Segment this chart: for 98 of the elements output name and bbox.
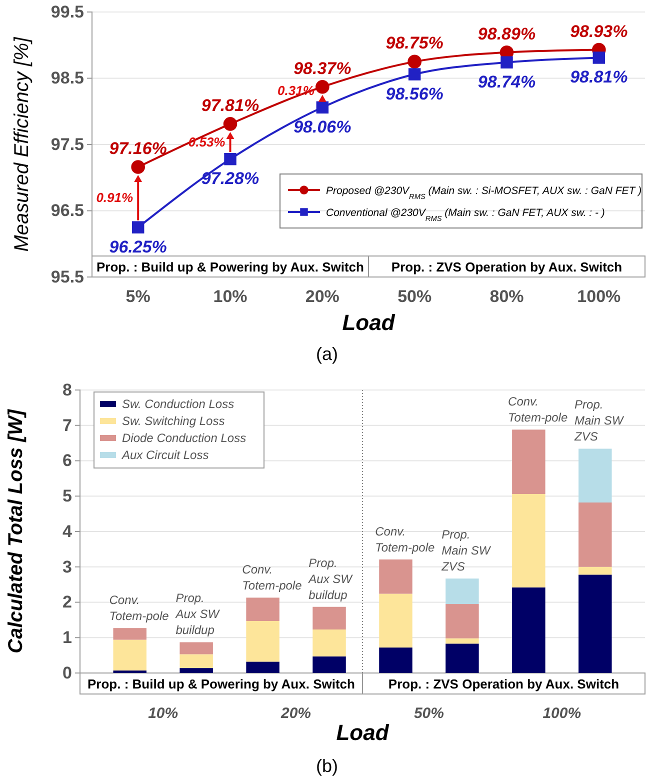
- bar: [578, 574, 612, 673]
- point: [592, 52, 606, 64]
- y-tick-label: 7: [62, 416, 72, 435]
- text: Prop. : Build up & Powering by Aux. Switch: [88, 676, 356, 692]
- bar: [446, 644, 479, 673]
- text: 50%: [414, 705, 444, 722]
- annotation: Conv. Totem-pole: [242, 562, 302, 593]
- point: [132, 221, 144, 234]
- data-label: 97.16%: [109, 139, 167, 158]
- data-label: 97.81%: [201, 96, 260, 115]
- legend-label: Sw. Switching Loss: [122, 414, 225, 428]
- bar: [379, 648, 412, 673]
- bar: [246, 621, 280, 662]
- point: [131, 160, 145, 174]
- y-axis-title: Calculated Total Loss [W]: [5, 408, 27, 654]
- text: 10%: [148, 705, 178, 722]
- annotation: Prop. Aux SW buildup: [308, 556, 354, 602]
- bar: [446, 578, 479, 604]
- x-tick-label: 5%: [126, 287, 150, 306]
- text: (a): [316, 344, 338, 364]
- legend-label: Aux Circuit Loss: [121, 448, 209, 462]
- bar: [446, 638, 479, 644]
- x-tick-label: 20%: [305, 287, 340, 306]
- legend-label: Diode Conduction Loss: [122, 431, 246, 445]
- annotation: 0.91%: [96, 190, 134, 206]
- data-label: 96.25%: [109, 237, 167, 256]
- legend-label: Proposed @230V$_{RMS}$ (Main sw. : Si-MOSFET, AUX sw. : GaN FET ): [326, 185, 642, 200]
- x-tick-label: 10%: [213, 287, 248, 306]
- y-tick-label: 4: [62, 522, 73, 541]
- bar: [512, 494, 546, 588]
- bar: [379, 594, 412, 648]
- bar: [379, 559, 412, 594]
- y-tick-label: 0: [62, 663, 72, 682]
- x-axis-title: Load: [342, 310, 396, 335]
- text: 20%: [280, 705, 312, 722]
- bar: [246, 662, 280, 673]
- bar: [446, 604, 479, 638]
- bar: [312, 606, 346, 630]
- x-tick-label: 80%: [490, 287, 524, 306]
- annotation: Conv. Totem-pole: [508, 394, 568, 425]
- point: [223, 117, 238, 131]
- bar: [578, 502, 612, 567]
- legend-label: Conventional @230V$_{RMS}$ (Main sw. : GaN FET, AUX sw. : - ): [326, 207, 605, 222]
- y-tick-label: 5: [62, 486, 72, 506]
- annotation: Prop. Aux SW buildup: [174, 591, 221, 638]
- bar: [512, 587, 546, 673]
- point: [408, 68, 421, 80]
- bar: [180, 668, 213, 673]
- data-label: 98.06%: [294, 117, 352, 136]
- x-axis-title: Load: [336, 720, 390, 745]
- bar: [180, 642, 213, 654]
- y-tick-label: 1: [62, 628, 72, 648]
- data-label: 98.81%: [570, 68, 628, 87]
- bar: [312, 629, 346, 656]
- y-tick-label: 2: [62, 592, 72, 612]
- y-tick-label: 97.5: [50, 134, 84, 154]
- x-tick-label: 50%: [398, 287, 432, 306]
- text: Prop. : ZVS Operation by Aux. Switch: [388, 676, 620, 692]
- y-tick-label: 96.5: [50, 201, 84, 220]
- bar: [312, 656, 346, 673]
- y-axis-title: Measured Efficiency [%]: [11, 36, 33, 252]
- annotation: Conv. Totem-pole: [109, 593, 170, 624]
- annotation: 0.31%: [278, 83, 315, 98]
- point: [224, 152, 236, 166]
- annotation: Conv. Totem-pole: [375, 524, 436, 554]
- bar: [578, 566, 612, 575]
- y-tick-label: 98.5: [50, 68, 84, 88]
- x-tick-label: 100%: [577, 287, 621, 306]
- point: [500, 56, 513, 68]
- data-label: 98.56%: [386, 84, 444, 104]
- annotation: Prop. Main SW ZVS: [574, 398, 625, 444]
- annotation: 0.53%: [188, 134, 226, 150]
- data-label: 98.75%: [386, 34, 444, 53]
- data-label: 98.93%: [570, 22, 628, 41]
- bar: [113, 640, 146, 671]
- point: [316, 80, 330, 94]
- text: (b): [316, 756, 338, 776]
- y-tick-label: 3: [62, 557, 72, 576]
- text: 100%: [542, 705, 582, 722]
- bar: [246, 598, 280, 621]
- data-label: 98.37%: [294, 58, 352, 78]
- y-tick-label: 8: [62, 380, 72, 400]
- y-tick-label: 95.5: [50, 267, 84, 286]
- bar: [180, 654, 213, 668]
- bar: [512, 430, 546, 494]
- data-label: 97.28%: [201, 169, 260, 188]
- bar: [113, 628, 146, 640]
- data-label: 98.89%: [478, 24, 536, 44]
- bar: [578, 448, 612, 502]
- legend-label: Sw. Conduction Loss: [122, 397, 234, 411]
- y-tick-label: 6: [62, 451, 72, 470]
- annotation: Prop. Main SW ZVS: [440, 528, 492, 574]
- point: [408, 54, 422, 69]
- point: [316, 101, 329, 114]
- annotation: Prop. : Build up & Powering by Aux. Switch: [96, 260, 364, 274]
- data-label: 98.74%: [478, 72, 536, 92]
- y-tick-label: 99.5: [50, 2, 84, 22]
- annotation: Prop. : ZVS Operation by Aux. Switch: [391, 260, 622, 274]
